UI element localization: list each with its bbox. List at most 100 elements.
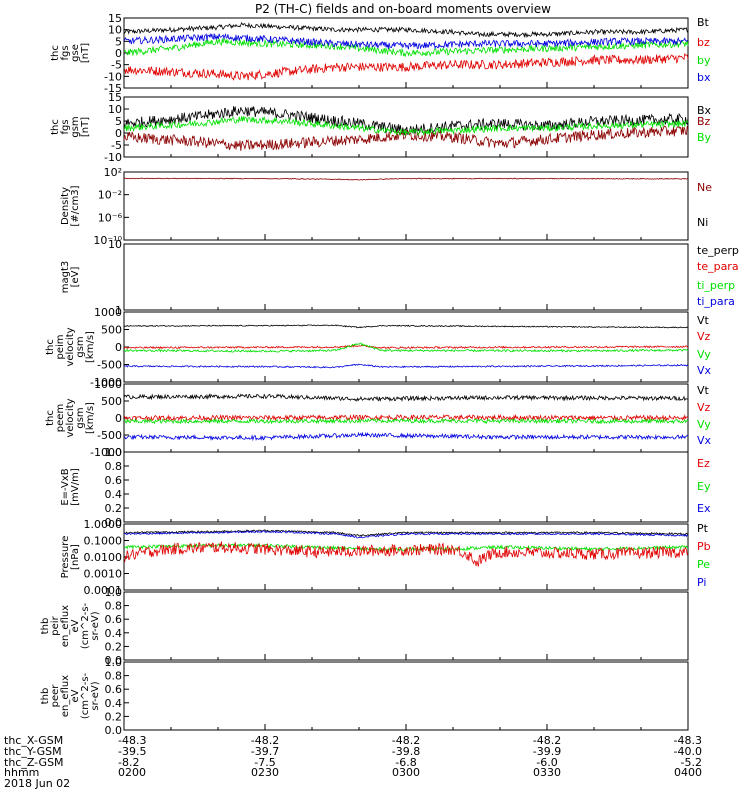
x-row-value: 0230 — [251, 766, 279, 779]
y-tick-label: 10⁻¹⁰ — [93, 234, 122, 247]
y-tick-label: 1.0 — [105, 446, 123, 459]
x-row-value: -39.8 — [392, 745, 420, 758]
y-tick-label: -1000 — [90, 376, 122, 389]
panel-frame — [123, 591, 689, 661]
y-axis-label: (cm^2-s- — [80, 602, 91, 649]
panel-temperature: 10 1 magt3 [eV] te_perp te_para ti_perp ti_para — [60, 238, 739, 317]
y-tick-label: 0.4 — [105, 488, 123, 501]
series-line-black — [123, 21, 688, 39]
legend-entry: Vz — [697, 330, 711, 343]
x-row-label: thc_X-GSM — [4, 734, 63, 747]
series-line-green — [123, 342, 689, 353]
legend-entry: Pt — [697, 522, 709, 535]
x-row-value: -39.5 — [118, 745, 146, 758]
y-tick-label: 1.0 — [105, 656, 123, 669]
y-axis-label: Density — [60, 187, 71, 225]
series-line-green — [123, 37, 689, 58]
series-line-black — [123, 393, 689, 403]
legend-entry: Vx — [697, 434, 712, 447]
y-tick-label: 0.2 — [105, 710, 123, 723]
y-tick-label: 10 — [108, 24, 122, 37]
y-tick-label: 0.0 — [105, 654, 123, 667]
legend-entry: by — [697, 54, 711, 67]
x-row-value: -39.9 — [533, 745, 561, 758]
y-tick-label: 1000 — [94, 306, 122, 319]
legend-entry: Vz — [697, 401, 711, 414]
panel-frame — [123, 96, 689, 158]
y-tick-label: 500 — [101, 324, 122, 337]
y-tick-label: 0.4 — [105, 627, 123, 640]
x-row-value: 0200 — [118, 766, 146, 779]
panel-efield: 1.00.80.60.40.20.0 E=-VxB [mV/m] Ez Ey Ex — [60, 446, 711, 529]
series-line-blue — [123, 363, 689, 369]
panel-peim-velocity: 1000 500 0 -500 -1000 thc peim velocity gsm [km/s… — [45, 306, 712, 389]
panel-frame — [123, 171, 689, 241]
y-tick-label: 1000 — [94, 378, 122, 391]
y-tick-label: 0.8 — [105, 600, 123, 613]
y-axis-label: gse — [70, 44, 81, 62]
x-row-value: 0330 — [533, 766, 561, 779]
legend-entry: Vy — [697, 418, 711, 431]
y-tick-label: 10⁻² — [98, 189, 122, 202]
legend-entry: Pe — [697, 558, 710, 571]
series-line-black — [123, 106, 689, 136]
y-axis-label: [eV] — [70, 267, 81, 288]
y-tick-label: -500 — [97, 429, 122, 442]
x-row-value: -48.3 — [674, 734, 702, 747]
y-axis-label: thc — [50, 119, 61, 135]
date-label: 2018 Jun 02 — [4, 777, 70, 790]
panel-frame — [123, 451, 689, 523]
legend-entry: te_para — [697, 260, 739, 273]
y-tick-label: 1.0 — [105, 586, 123, 599]
y-tick-label: 1 — [115, 304, 122, 317]
y-tick-label: 0.2 — [105, 502, 123, 515]
x-row-value: -48.2 — [251, 734, 279, 747]
y-axis-label: [nT] — [80, 43, 91, 63]
y-tick-label: -500 — [97, 359, 122, 372]
y-axis-label: [mV/m] — [70, 468, 81, 506]
x-row-value: -39.7 — [251, 745, 279, 758]
y-axis-label: en_eflux — [60, 605, 71, 647]
y-axis-label: peir — [50, 615, 61, 635]
legend-entry: Ex — [697, 502, 711, 515]
y-tick-label: -10 — [104, 151, 122, 164]
y-tick-label: -1000 — [90, 446, 122, 459]
y-axis-label: thb — [40, 688, 51, 705]
legend-entry: ti_para — [697, 295, 735, 308]
y-tick-label: -5 — [111, 59, 122, 72]
legend-entry: bx — [697, 71, 711, 84]
y-tick-label: 5 — [115, 115, 122, 128]
y-axis-label: thb — [40, 618, 51, 635]
y-tick-label: 0.0100 — [84, 551, 123, 564]
y-tick-label: 10² — [104, 166, 122, 179]
legend-entry: Vt — [697, 314, 710, 327]
x-row-value: -6.8 — [395, 756, 416, 769]
y-axis-label: velocity — [65, 398, 76, 437]
y-tick-label: 500 — [101, 395, 122, 408]
legend-entry: Ni — [697, 216, 708, 229]
x-row-value: -40.0 — [674, 745, 702, 758]
chart-title: P2 (TH-C) fields and on-board moments ov… — [255, 2, 551, 16]
y-tick-label: 0.6 — [105, 613, 123, 626]
y-axis-label: peim — [55, 334, 66, 359]
series-line-red — [123, 344, 689, 350]
legend-entry: Pb — [697, 540, 711, 553]
y-tick-label: 0.8 — [105, 670, 123, 683]
y-axis-label: thc — [45, 410, 56, 426]
x-row-value: -8.2 — [118, 756, 139, 769]
legend-entry: Vt — [697, 384, 710, 397]
x-row-label: thc_Z-GSM — [4, 756, 64, 769]
y-tick-label: 0.0 — [105, 516, 123, 529]
y-tick-label: 0.8 — [105, 460, 123, 473]
y-axis-label: thc — [45, 339, 56, 355]
y-axis-label: gsm — [75, 407, 86, 428]
legend-entry: te_perp — [697, 244, 739, 257]
y-axis-label: fgs — [60, 45, 71, 60]
legend-entry: Bz — [697, 115, 711, 128]
y-axis-label: magt3 — [60, 261, 71, 294]
y-axis-label: peer — [50, 684, 61, 708]
y-tick-label: 0 — [115, 412, 122, 425]
y-axis-label: fgs — [60, 119, 71, 134]
